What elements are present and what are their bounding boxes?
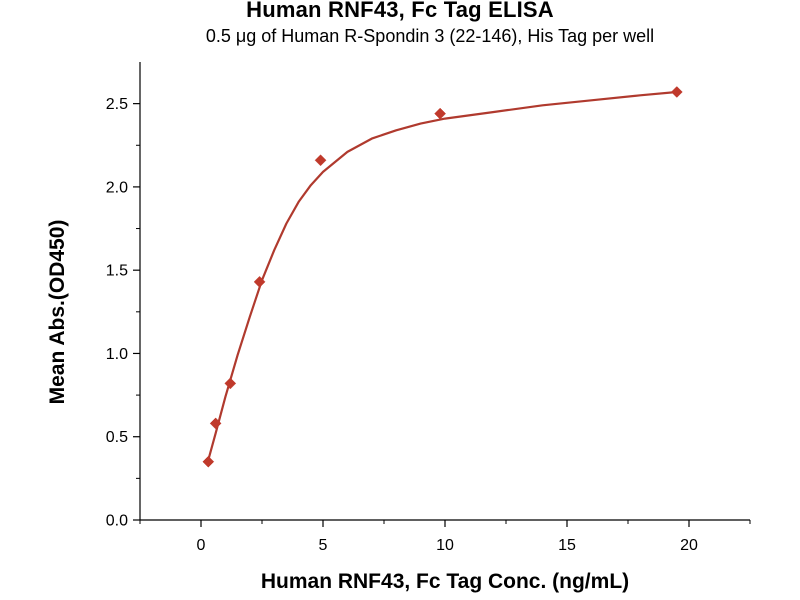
data-point — [209, 417, 222, 430]
fit-curve — [207, 90, 678, 462]
data-point — [670, 86, 683, 98]
x-tick-label: 0 — [197, 537, 206, 554]
data-point — [314, 154, 327, 167]
axes: 0 5 10 15 20 0.0 0.5 1.0 1.5 2.0 2.5 — [106, 62, 751, 554]
x-tick-label: 15 — [558, 537, 576, 554]
y-tick-label: 2.5 — [106, 96, 128, 113]
data-point — [224, 377, 237, 390]
fit-curve-group — [207, 90, 678, 462]
x-tick-label: 5 — [319, 537, 328, 554]
data-point — [202, 455, 215, 468]
y-tick-label: 1.5 — [106, 263, 128, 280]
x-axis-title: Human RNF43, Fc Tag Conc. (ng/mL) — [261, 570, 629, 593]
y-tick-label: 2.0 — [106, 179, 128, 196]
chart-subtitle: 0.5 μg of Human R-Spondin 3 (22-146), Hi… — [205, 26, 655, 46]
data-points-group — [202, 86, 683, 468]
y-tick-label: 0.0 — [106, 513, 128, 530]
x-tick-label: 10 — [436, 537, 454, 554]
data-point — [253, 275, 266, 288]
y-tick-label: 0.5 — [106, 429, 128, 446]
y-tick-label: 1.0 — [106, 346, 128, 363]
chart-title: Human RNF43, Fc Tag ELISA — [246, 0, 554, 22]
data-point — [434, 107, 446, 120]
x-tick-label: 20 — [680, 537, 698, 554]
y-axis-title: Mean Abs.(OD450) — [46, 220, 69, 405]
